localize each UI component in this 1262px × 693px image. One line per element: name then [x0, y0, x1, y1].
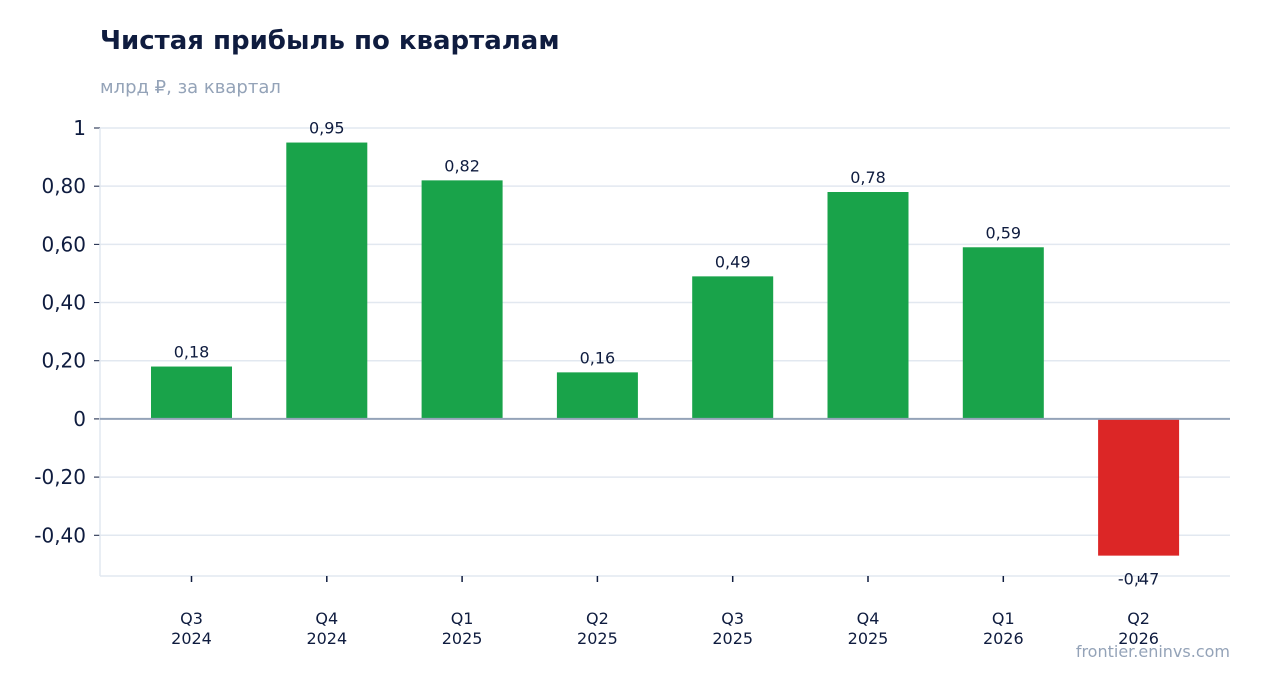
bar: [556, 372, 638, 419]
gridlines: [100, 127, 1230, 537]
chart-title: Чистая прибыль по кварталам: [100, 26, 560, 56]
y-tick-label: 1: [73, 116, 86, 140]
x-tick-label: Q3 2024: [171, 609, 212, 648]
x-tick-label-line: 2024: [306, 629, 347, 648]
y-tick-label: -0,20: [34, 465, 86, 489]
y-tick-label: 0,20: [41, 349, 86, 373]
x-tick-label-line: Q2: [586, 609, 609, 628]
bar: [1098, 418, 1180, 556]
data-label: 0,82: [444, 156, 480, 175]
x-tick-label-line: 2026: [983, 629, 1024, 648]
x-tick-label-line: 2025: [712, 629, 753, 648]
bars: [151, 142, 1180, 556]
data-label: 0,49: [715, 252, 751, 271]
x-tick-label: Q1 2025: [442, 609, 483, 648]
bar: [827, 192, 909, 419]
x-tick-label: Q1 2026: [983, 609, 1024, 648]
x-tick-label-line: 2025: [442, 629, 483, 648]
source-credit: frontier.eninvs.com: [1075, 642, 1230, 661]
y-tick-label: 0,60: [41, 232, 86, 256]
axes: [94, 127, 1230, 582]
chart-subtitle: млрд ₽, за квартал: [100, 77, 281, 98]
x-tick-label: Q4 2024: [306, 609, 347, 648]
x-tick-label-line: Q4: [857, 609, 880, 628]
x-tick-label: Q3 2025: [712, 609, 753, 648]
y-tick-label: 0,40: [41, 291, 86, 315]
data-label: 0,59: [985, 223, 1021, 242]
data-label: 0,16: [580, 348, 616, 367]
data-label: 0,78: [850, 168, 886, 187]
data-label: 0,95: [309, 119, 345, 138]
x-tick-label-line: Q3: [180, 609, 203, 628]
y-tick-label: 0,80: [41, 174, 86, 198]
x-tick-label-line: Q1: [451, 609, 474, 628]
x-tick-label: Q2 2025: [577, 609, 618, 648]
x-tick-label-line: Q3: [721, 609, 744, 628]
y-tick-label: 0: [73, 407, 86, 431]
x-tick-label-line: Q4: [315, 609, 338, 628]
x-tick-label: Q4 2025: [848, 609, 889, 648]
x-tick-label: Q2 2026: [1118, 609, 1159, 648]
x-tick-label-line: Q1: [992, 609, 1015, 628]
bar: [692, 276, 774, 419]
x-tick-label-line: 2025: [848, 629, 889, 648]
data-label: 0,18: [174, 343, 210, 362]
x-tick-label-line: 2026: [1118, 629, 1159, 648]
bar: [421, 180, 503, 419]
bar: [286, 142, 368, 419]
y-tick-label: -0,40: [34, 523, 86, 547]
data-label: -0,47: [1118, 570, 1159, 589]
x-tick-label-line: 2025: [577, 629, 618, 648]
bar: [151, 366, 232, 419]
x-tick-label-line: Q2: [1127, 609, 1150, 628]
bar: [962, 247, 1044, 419]
x-tick-label-line: 2024: [171, 629, 212, 648]
